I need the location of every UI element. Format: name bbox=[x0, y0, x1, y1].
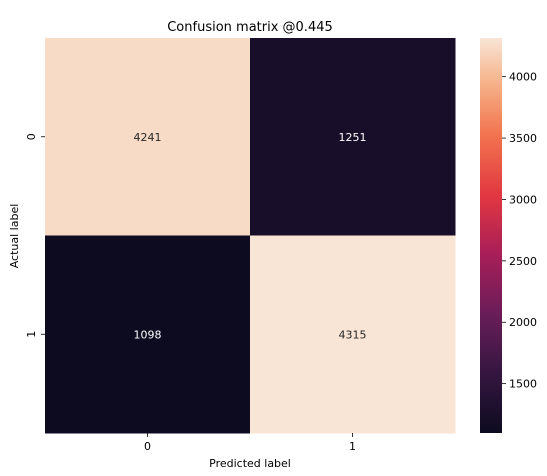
cell-value-label-0-0: 4241 bbox=[134, 131, 162, 144]
cell-value-label-1-1: 4315 bbox=[339, 328, 367, 341]
colorbar: 1500 2000 2500 3000 3500 4000 bbox=[480, 38, 537, 433]
colorbar-tick-label: 3500 bbox=[509, 132, 537, 145]
heatmap-cell-0-0 bbox=[45, 38, 251, 236]
heatmap-cell-1-0 bbox=[45, 235, 251, 434]
y-tick-label: 1 bbox=[25, 331, 38, 338]
colorbar-tick-label: 1500 bbox=[509, 378, 537, 391]
heatmap-cells bbox=[45, 38, 456, 434]
cell-value-label-1-0: 1098 bbox=[134, 328, 162, 341]
colorbar-tick-label: 2500 bbox=[509, 255, 537, 268]
colorbar-ticks: 1500 2000 2500 3000 3500 4000 bbox=[502, 71, 537, 391]
colorbar-gradient bbox=[480, 38, 502, 433]
x-axis-label: Predicted label bbox=[209, 457, 291, 470]
heatmap-cell-0-1 bbox=[250, 38, 456, 236]
heatmap-cell-1-1 bbox=[250, 235, 456, 434]
y-tick-label: 0 bbox=[25, 133, 38, 140]
x-tick-label: 0 bbox=[144, 440, 151, 453]
chart-title: Confusion matrix @0.445 bbox=[167, 20, 333, 35]
y-axis: 01 bbox=[25, 133, 45, 338]
x-tick-label: 1 bbox=[349, 440, 356, 453]
y-axis-label: Actual label bbox=[8, 204, 21, 269]
colorbar-tick-label: 3000 bbox=[509, 193, 537, 206]
heatmap-cell-labels: 4241 1251 1098 4315 bbox=[134, 131, 367, 342]
colorbar-tick-label: 4000 bbox=[509, 71, 537, 84]
colorbar-tick-label: 2000 bbox=[509, 316, 537, 329]
cell-value-label-0-1: 1251 bbox=[339, 131, 367, 144]
